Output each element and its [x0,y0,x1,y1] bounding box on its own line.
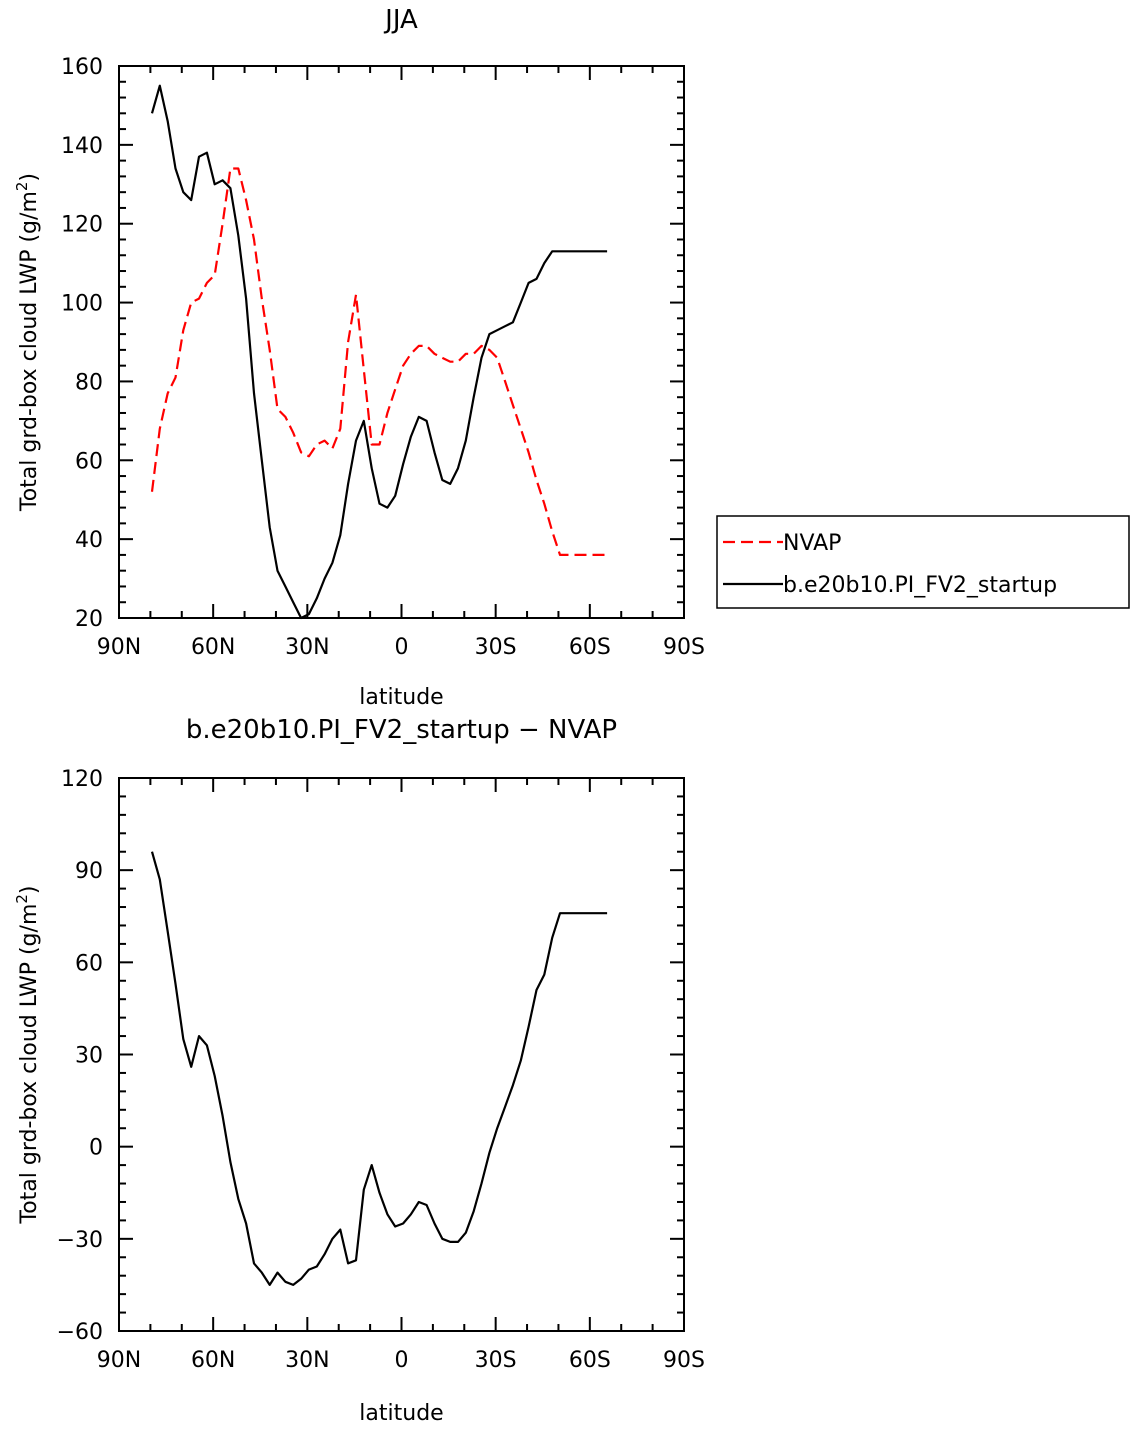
y-tick-label: 20 [75,607,103,632]
y-tick-label: 60 [75,449,103,474]
plot-frame [118,777,685,1332]
y-tick-label: −60 [57,1320,103,1345]
x-axis-title: latitude [359,685,443,710]
y-tick-label: 60 [75,951,103,976]
y-tick-label: 0 [89,1136,103,1161]
x-tick-label: 60S [569,1348,611,1373]
x-tick-label: 0 [395,1348,409,1373]
x-axis-title: latitude [359,1401,443,1425]
x-tick-label: 30S [475,1348,517,1373]
y-tick-label: 80 [75,370,103,395]
x-tick-label: 90N [97,635,141,660]
chart-title: JJA [383,5,418,35]
series-line-b-e20b10-pi-fv2-startup [150,84,608,620]
y-tick-label: 30 [75,1044,103,1069]
x-tick-label: 90S [663,635,705,660]
x-tick-label: 30S [475,635,517,660]
x-tick-label: 60N [191,635,235,660]
chart-panel-1: JJA 90N 60N 30N 0 30S 60S 90S 20 40 60 80 100 120 140 1… [13,5,1130,710]
y-tick-label: 140 [61,134,103,159]
y-axis-title: Total grd-box cloud LWP (g/m2) [13,173,42,512]
x-tick-label: 60N [191,1348,235,1373]
legend-label: NVAP [783,531,841,556]
y-axis-title: Total grd-box cloud LWP (g/m2) [13,885,42,1224]
x-tick-label: 90N [97,1348,141,1373]
x-tick-label: 90S [663,1348,705,1373]
y-tick-label: 160 [61,55,103,80]
chart-title: b.e20b10.PI_FV2_startup − NVAP [186,715,617,745]
chart-panel-2: b.e20b10.PI_FV2_startup − NVAP 90N 60N 30N 0… [13,715,705,1426]
y-tick-label: 100 [61,292,103,317]
y-tick-label: 120 [61,767,103,792]
y-tick-label: 120 [61,213,103,238]
y-tick-label: 40 [75,528,103,553]
series-line-nvap [150,167,608,557]
legend-label: b.e20b10.PI_FV2_startup [783,573,1057,598]
series-line-series-1 [150,851,608,1287]
x-tick-label: 30N [285,635,329,660]
x-tick-label: 0 [395,635,409,660]
y-tick-label: −30 [57,1228,103,1253]
plot-frame [118,65,685,619]
x-tick-label: 60S [569,635,611,660]
legend-box [716,515,1130,609]
x-tick-label: 30N [285,1348,329,1373]
legend: NVAP b.e20b10.PI_FV2_startup [716,515,1130,609]
y-tick-label: 90 [75,859,103,884]
